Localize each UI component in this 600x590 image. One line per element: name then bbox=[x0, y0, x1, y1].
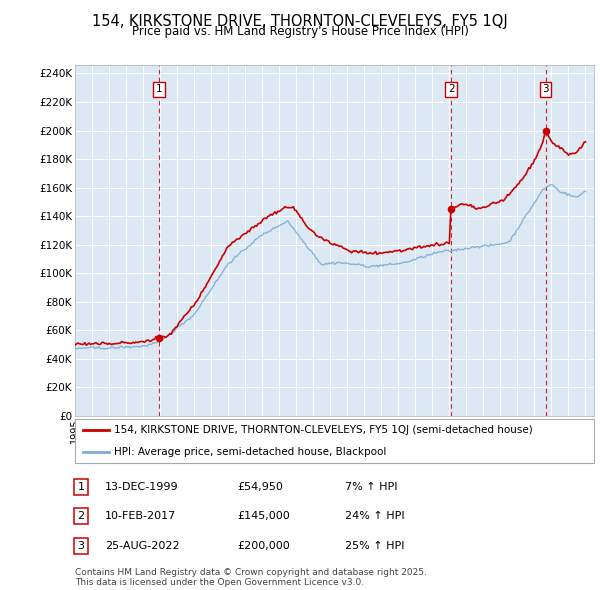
Text: 25-AUG-2022: 25-AUG-2022 bbox=[105, 541, 179, 550]
Text: 10-FEB-2017: 10-FEB-2017 bbox=[105, 512, 176, 521]
Text: £145,000: £145,000 bbox=[237, 512, 290, 521]
Text: 2: 2 bbox=[77, 512, 85, 521]
Text: 3: 3 bbox=[77, 541, 85, 550]
Text: 3: 3 bbox=[542, 84, 549, 94]
Text: 154, KIRKSTONE DRIVE, THORNTON-CLEVELEYS, FY5 1QJ (semi-detached house): 154, KIRKSTONE DRIVE, THORNTON-CLEVELEYS… bbox=[114, 425, 533, 435]
Text: HPI: Average price, semi-detached house, Blackpool: HPI: Average price, semi-detached house,… bbox=[114, 447, 386, 457]
Text: Contains HM Land Registry data © Crown copyright and database right 2025.
This d: Contains HM Land Registry data © Crown c… bbox=[75, 568, 427, 587]
Text: 1: 1 bbox=[156, 84, 163, 94]
Text: 154, KIRKSTONE DRIVE, THORNTON-CLEVELEYS, FY5 1QJ: 154, KIRKSTONE DRIVE, THORNTON-CLEVELEYS… bbox=[92, 14, 508, 28]
Text: 7% ↑ HPI: 7% ↑ HPI bbox=[345, 482, 398, 491]
Text: 13-DEC-1999: 13-DEC-1999 bbox=[105, 482, 179, 491]
Text: 1: 1 bbox=[77, 482, 85, 491]
Text: 25% ↑ HPI: 25% ↑ HPI bbox=[345, 541, 404, 550]
Text: 24% ↑ HPI: 24% ↑ HPI bbox=[345, 512, 404, 521]
Text: £200,000: £200,000 bbox=[237, 541, 290, 550]
Text: Price paid vs. HM Land Registry's House Price Index (HPI): Price paid vs. HM Land Registry's House … bbox=[131, 25, 469, 38]
Text: £54,950: £54,950 bbox=[237, 482, 283, 491]
Text: 2: 2 bbox=[448, 84, 455, 94]
